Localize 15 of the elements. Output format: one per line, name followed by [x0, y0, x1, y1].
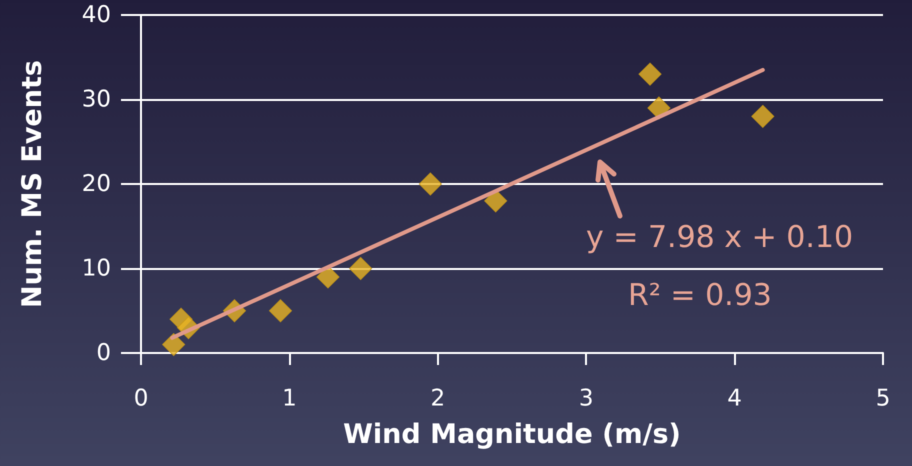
x-tick-label: 4 [727, 386, 742, 412]
x-axis-title: Wind Magnitude (m/s) [343, 419, 681, 450]
x-tick-label: 3 [578, 386, 594, 412]
x-tick-label: 5 [876, 386, 890, 412]
x-tick-label: 1 [282, 386, 297, 412]
y-tick-label: 20 [82, 171, 111, 197]
y-axis-title: Num. MS Events [17, 60, 48, 308]
y-tick-label: 10 [82, 256, 111, 282]
y-tick-label: 30 [82, 86, 111, 112]
x-tick-label: 2 [430, 386, 446, 412]
y-tick-label: 40 [82, 2, 111, 28]
x-tick-label: 0 [134, 386, 148, 412]
annotation: y = 7.98 x + 0.10 [586, 220, 854, 255]
y-tick-label: 0 [96, 340, 111, 366]
annotation: R² = 0.93 [628, 278, 772, 313]
